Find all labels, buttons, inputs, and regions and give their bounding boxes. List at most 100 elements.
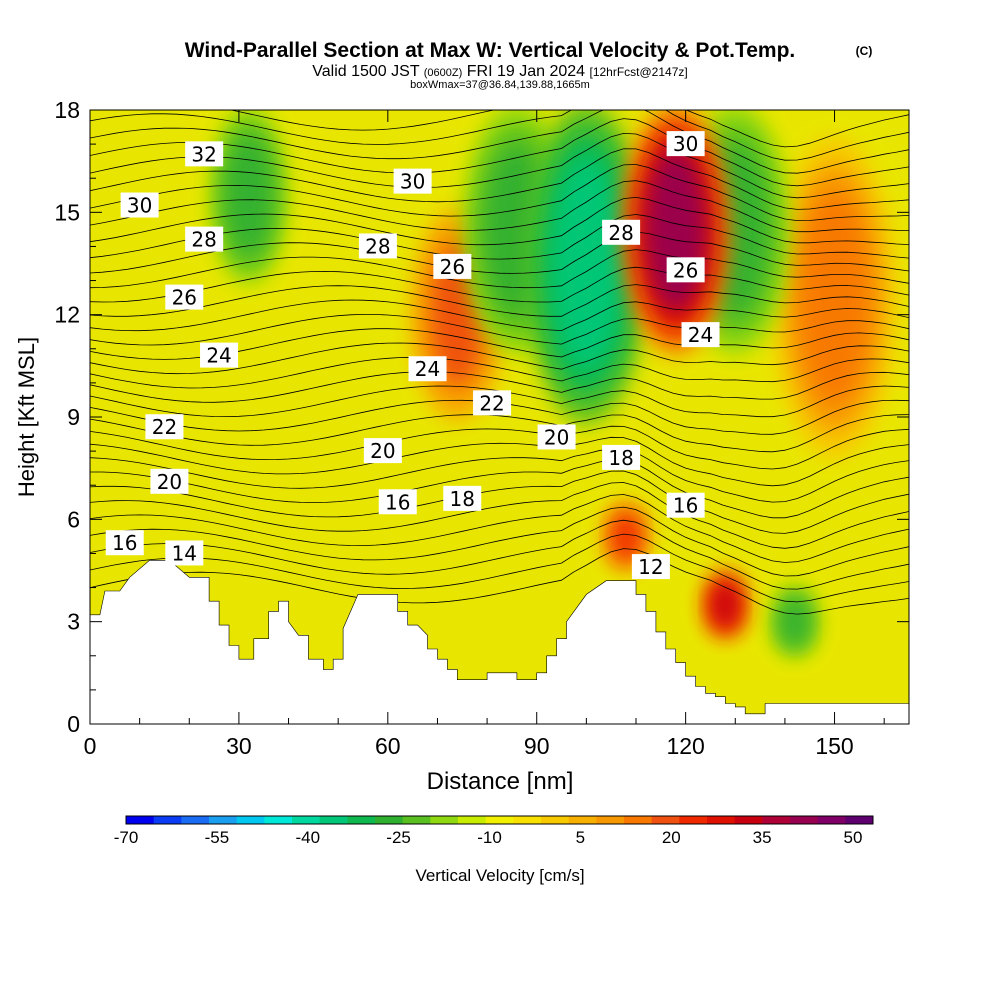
isentrope-label-box	[378, 489, 417, 515]
isentrope-label: 14	[165, 540, 204, 566]
chart-subtitle-line2: boxWmax=37@36.84,139.88,1665m	[410, 79, 590, 91]
isentrope-line	[90, 371, 909, 403]
isentrope-line	[90, 110, 909, 174]
isentrope-label-text: 30	[673, 132, 698, 156]
colorbar-tick-label: 35	[753, 828, 772, 847]
isentrope-line	[90, 284, 909, 317]
isentrope-label-box	[473, 390, 512, 416]
isentrope-line	[90, 519, 909, 590]
y-tick-label: 12	[54, 302, 80, 328]
isentrope-line	[90, 314, 909, 346]
y-tick-label: 0	[67, 711, 80, 737]
isentrope-label: 26	[433, 253, 472, 279]
colorbar-swatch	[568, 816, 597, 824]
isentrope-line	[90, 180, 909, 233]
subtitle-forecast: [12hrFcst@2147z]	[589, 65, 687, 79]
x-tick-label: 30	[226, 733, 252, 759]
isentrope-label-text: 18	[608, 446, 633, 470]
isentrope-label-box	[666, 492, 705, 518]
isentrope-line	[90, 132, 909, 199]
colorbar-label: Vertical Velocity [cm/s]	[415, 866, 584, 885]
isentrope-label-text: 32	[191, 142, 216, 166]
colorbar-swatch	[707, 816, 736, 824]
isentrope-line	[90, 356, 909, 389]
w-plume	[551, 157, 621, 370]
colorbar-swatch	[458, 816, 487, 824]
colorbar-swatch	[430, 816, 459, 824]
isentrope-label: 30	[393, 168, 432, 194]
isentrope-label: 16	[666, 492, 705, 518]
isentrope-line	[90, 548, 909, 615]
isentrope-label-text: 20	[157, 470, 182, 494]
isentrope-label-box	[165, 540, 204, 566]
isentrope-label: 12	[631, 554, 670, 580]
x-tick-label: 90	[524, 733, 550, 759]
isentrope-label-box	[105, 530, 144, 556]
colorbar-swatch	[762, 816, 791, 824]
colorbar-swatch	[485, 816, 514, 824]
isentrope-line	[90, 425, 909, 470]
isentrope-line	[90, 118, 909, 187]
isentrope-label-text: 16	[112, 531, 137, 555]
isentrope-label-text: 20	[370, 439, 395, 463]
isentrope-label-text: 30	[127, 194, 152, 218]
isentrope-label: 24	[681, 322, 720, 348]
isentrope-line	[90, 231, 909, 274]
isentrope-label-box	[185, 141, 224, 167]
chart-subtitle-line1: Valid 1500 JST (0600Z) FRI 19 Jan 2024 […	[312, 63, 687, 80]
subtitle-date: FRI 19 Jan 2024	[467, 63, 585, 80]
isentrope-label: 26	[666, 257, 705, 283]
isentrope-label: 22	[473, 390, 512, 416]
isentrope-label: 24	[408, 356, 447, 382]
terrain-outline	[90, 560, 909, 724]
y-tick-label: 3	[67, 609, 80, 635]
isentrope-line	[90, 164, 909, 222]
isentrope-label-box	[537, 424, 576, 450]
isentrope-label-text: 14	[172, 541, 197, 565]
colorbar-swatch	[817, 816, 846, 824]
isentrope-line	[90, 436, 909, 487]
isentrope-label-text: 16	[385, 490, 410, 514]
isentrope-label-box	[120, 192, 159, 218]
isentrope-label: 18	[443, 485, 482, 511]
isentrope-label: 16	[105, 530, 144, 556]
colorbar-swatch	[596, 816, 625, 824]
isentrope-line	[90, 148, 909, 210]
colorbar-swatch	[790, 816, 819, 824]
colorbar-swatch	[402, 816, 431, 824]
isentrope-label-box	[666, 131, 705, 157]
isentrope-line	[90, 494, 909, 563]
w-plume	[781, 598, 809, 646]
isentrope-label-text: 26	[172, 286, 197, 310]
isentrope-line	[90, 214, 909, 260]
isentrope-label: 32	[185, 141, 224, 167]
isentrope-label-box	[145, 414, 184, 440]
colorbar-tick-label: -40	[296, 828, 321, 847]
isentrope-label-box	[408, 356, 447, 382]
colorbar-tick-label: -70	[114, 828, 139, 847]
isentrope-label-box	[358, 233, 397, 259]
colorbar-swatch	[292, 816, 321, 824]
colorbar-swatch	[236, 816, 265, 824]
isentrope-label-text: 24	[415, 357, 440, 381]
w-plume	[711, 581, 739, 629]
isentrope-label-text: 16	[673, 494, 698, 518]
colorbar-tick-label: -10	[477, 828, 502, 847]
isentrope-label-text: 22	[152, 415, 177, 439]
isentrope-label: 30	[666, 131, 705, 157]
plot-area	[90, 110, 909, 724]
colorbar-swatch	[264, 816, 293, 824]
y-tick-label: 6	[67, 506, 80, 532]
colorbar-swatch	[181, 816, 210, 824]
isentrope-label-text: 26	[673, 258, 698, 282]
chart-title: Wind-Parallel Section at Max W: Vertical…	[185, 39, 796, 62]
isentrope-label-box	[433, 253, 472, 279]
isentrope-label: 28	[602, 219, 641, 245]
colorbar-swatch	[651, 816, 680, 824]
subtitle-utc-time: (0600Z)	[424, 67, 463, 79]
isentrope-label-box	[666, 257, 705, 283]
isentrope-label-text: 20	[544, 425, 569, 449]
chart-title-mark: (C)	[856, 44, 873, 58]
colorbar-swatch	[541, 816, 570, 824]
